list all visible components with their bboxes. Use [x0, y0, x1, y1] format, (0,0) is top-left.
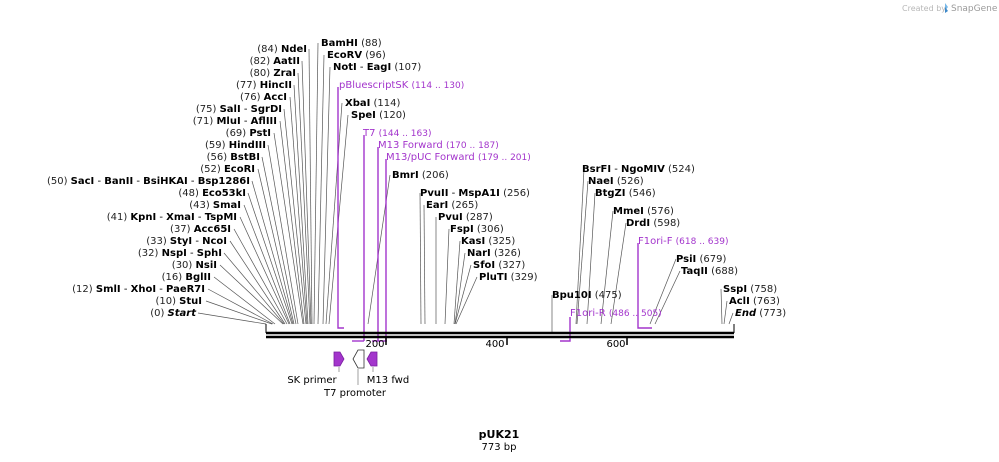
- site-label: Bpu10I (475): [552, 290, 622, 301]
- features: SK primer T7 promoter M13 fwd: [287, 349, 409, 399]
- site-label: (82) AatII: [250, 56, 300, 67]
- site-label: End (773): [735, 308, 786, 319]
- site-labels-right: BamHI (88) EcoRV (96) NotI - EagI (107) …: [321, 38, 786, 319]
- site-label: (59) HindIII: [205, 140, 266, 151]
- site-label: BmrI (206): [392, 170, 449, 181]
- site-label: (50) SacI - BanII - BsiHKAI - Bsp1286I: [47, 176, 250, 187]
- site-label: BamHI (88): [321, 38, 382, 49]
- site-label: DrdI (598): [626, 218, 680, 229]
- site-label: PluTI (329): [479, 272, 538, 283]
- tick-label: 200: [365, 339, 384, 350]
- site-label: (32) NspI - SphI: [138, 248, 222, 259]
- primer-markers: [337, 87, 652, 342]
- site-label: AclI (763): [729, 296, 780, 307]
- site-label: (69) PstI: [226, 128, 271, 139]
- site-label: (71) MluI - AflIII: [193, 116, 277, 127]
- snapgene-credit: Created by SnapGene: [902, 3, 998, 14]
- sequence-backbone: [265, 324, 735, 339]
- site-label: SpeI (120): [351, 110, 406, 121]
- site-label: (80) ZraI: [250, 68, 296, 79]
- site-label: (84) NdeI: [257, 44, 307, 55]
- primer-label: T7 (144 .. 163): [362, 128, 432, 139]
- site-label: TaqII (688): [681, 266, 738, 277]
- site-label: FspI (306): [450, 224, 504, 235]
- tick-label: 400: [485, 339, 504, 350]
- primer-label: M13/pUC Forward (179 .. 201): [386, 152, 531, 163]
- site-label: (30) NsiI: [172, 260, 217, 271]
- feature-label: SK primer: [287, 375, 337, 386]
- credit-brand: SnapGene: [951, 4, 998, 14]
- site-label: NarI (326): [467, 248, 521, 259]
- site-label: (43) SmaI: [189, 200, 241, 211]
- feature-label: T7 promoter: [323, 388, 387, 399]
- snapgene-logo-icon: [945, 3, 948, 13]
- tick-label: 600: [606, 339, 625, 350]
- site-label: (33) StyI - NcoI: [146, 236, 227, 247]
- leader-lines: [197, 42, 734, 332]
- site-label: (75) SalI - SgrDI: [196, 104, 282, 115]
- site-label: SspI (758): [723, 284, 777, 295]
- primer-label: F1ori-F (618 .. 639): [638, 236, 729, 247]
- site-label: (0) Start: [150, 308, 197, 319]
- primer-label: M13 Forward (170 .. 187): [378, 140, 499, 151]
- site-label: (41) KpnI - XmaI - TspMI: [107, 212, 237, 223]
- site-label: KasI (325): [461, 236, 515, 247]
- site-label: (77) HincII: [236, 80, 292, 91]
- site-label: NaeI (526): [588, 176, 644, 187]
- primer-label: pBluescriptSK (114 .. 130): [339, 80, 464, 91]
- credit-prefix: Created by: [902, 4, 946, 13]
- site-label: NotI - EagI (107): [333, 62, 421, 73]
- site-label: (48) Eco53kI: [178, 188, 246, 199]
- site-label: PvuII - MspA1I (256): [420, 188, 530, 199]
- site-label: (12) SmlI - XhoI - PaeR7I: [72, 284, 205, 295]
- primer-label: F1ori-R (486 .. 505): [570, 308, 662, 319]
- site-label: (76) AccI: [240, 92, 287, 103]
- site-label: EcoRV (96): [327, 50, 386, 61]
- site-labels-left: (0) Start (10) StuI (12) SmlI - XhoI - P…: [47, 44, 307, 319]
- site-label: SfoI (327): [473, 260, 525, 271]
- ruler: 200 400 600: [365, 338, 628, 350]
- site-label: EarI (265): [426, 200, 478, 211]
- plasmid-name: pUK21: [479, 428, 520, 441]
- m13-fwd-arrow-icon: [366, 351, 378, 367]
- site-label: BsrFI - NgoMIV (524): [582, 164, 695, 175]
- site-label: BtgZI (546): [595, 188, 656, 199]
- primer-labels: pBluescriptSK (114 .. 130) T7 (144 .. 16…: [339, 80, 729, 319]
- site-label: PvuI (287): [438, 212, 493, 223]
- site-label: (16) BglII: [162, 272, 211, 283]
- site-label: (56) BstBI: [207, 152, 260, 163]
- t7-promoter-arrow-icon: [352, 349, 365, 369]
- site-label: PsiI (679): [676, 254, 726, 265]
- feature-label: M13 fwd: [367, 375, 409, 386]
- site-label: (10) StuI: [155, 296, 202, 307]
- site-label: (37) Acc65I: [170, 224, 231, 235]
- site-label: XbaI (114): [345, 98, 401, 109]
- site-label: MmeI (576): [613, 206, 674, 217]
- plasmid-title: pUK21 773 bp: [479, 428, 520, 453]
- site-label: (52) EcoRI: [200, 164, 255, 175]
- plasmid-length: 773 bp: [482, 442, 517, 453]
- sk-primer-arrow-icon: [333, 351, 345, 367]
